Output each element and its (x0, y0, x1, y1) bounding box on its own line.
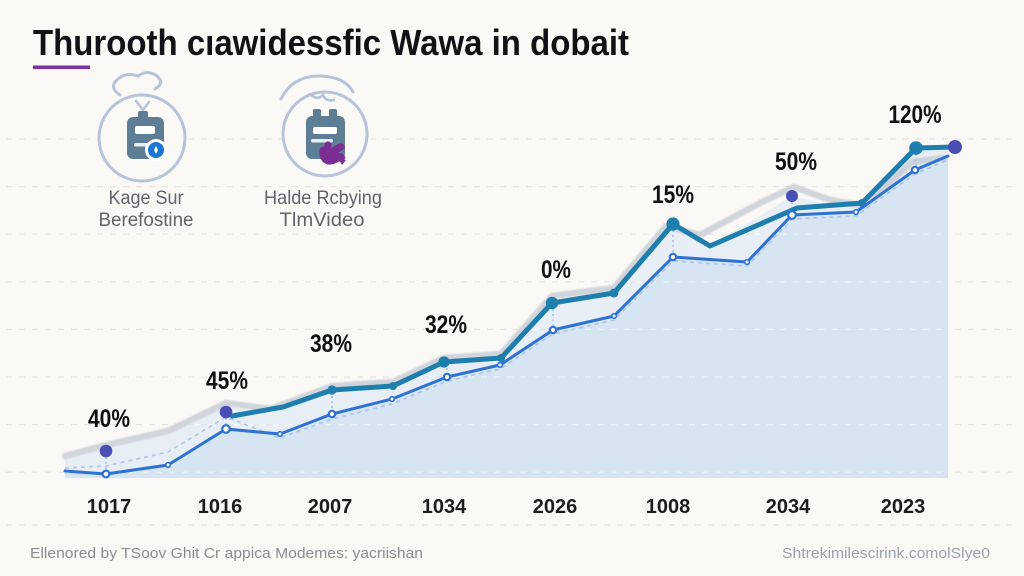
svg-text:2034: 2034 (766, 496, 811, 518)
svg-text:Halde Rcbying: Halde Rcbying (264, 188, 382, 209)
svg-text:1034: 1034 (422, 496, 467, 518)
svg-text:40%: 40% (88, 405, 130, 433)
svg-text:45%: 45% (206, 367, 248, 395)
svg-text:0%: 0% (541, 256, 571, 284)
svg-text:1017: 1017 (87, 496, 132, 518)
svg-text:15%: 15% (652, 181, 694, 209)
svg-text:Thurooth cıawidessfic Wawa in: Thurooth cıawidessfic Wawa in dobait (33, 22, 629, 63)
svg-text:50%: 50% (775, 148, 817, 176)
svg-text:Kage Sur: Kage Sur (109, 188, 185, 209)
svg-text:32%: 32% (425, 311, 467, 339)
svg-text:2026: 2026 (533, 496, 578, 518)
svg-text:1008: 1008 (646, 496, 691, 518)
svg-text:38%: 38% (310, 330, 352, 358)
svg-text:TlmVideo: TlmVideo (280, 210, 365, 231)
svg-text:2023: 2023 (881, 496, 926, 518)
svg-text:Shtrekimilescirink.comolSlye0: Shtrekimilescirink.comolSlye0 (782, 545, 990, 562)
svg-text:Ellenored by TSoov Ghit Cr app: Ellenored by TSoov Ghit Cr appica Modeme… (30, 545, 423, 562)
svg-text:Berefostine: Berefostine (99, 210, 194, 231)
svg-text:2007: 2007 (308, 496, 353, 518)
svg-text:120%: 120% (889, 101, 942, 129)
svg-text:1016: 1016 (198, 496, 243, 518)
